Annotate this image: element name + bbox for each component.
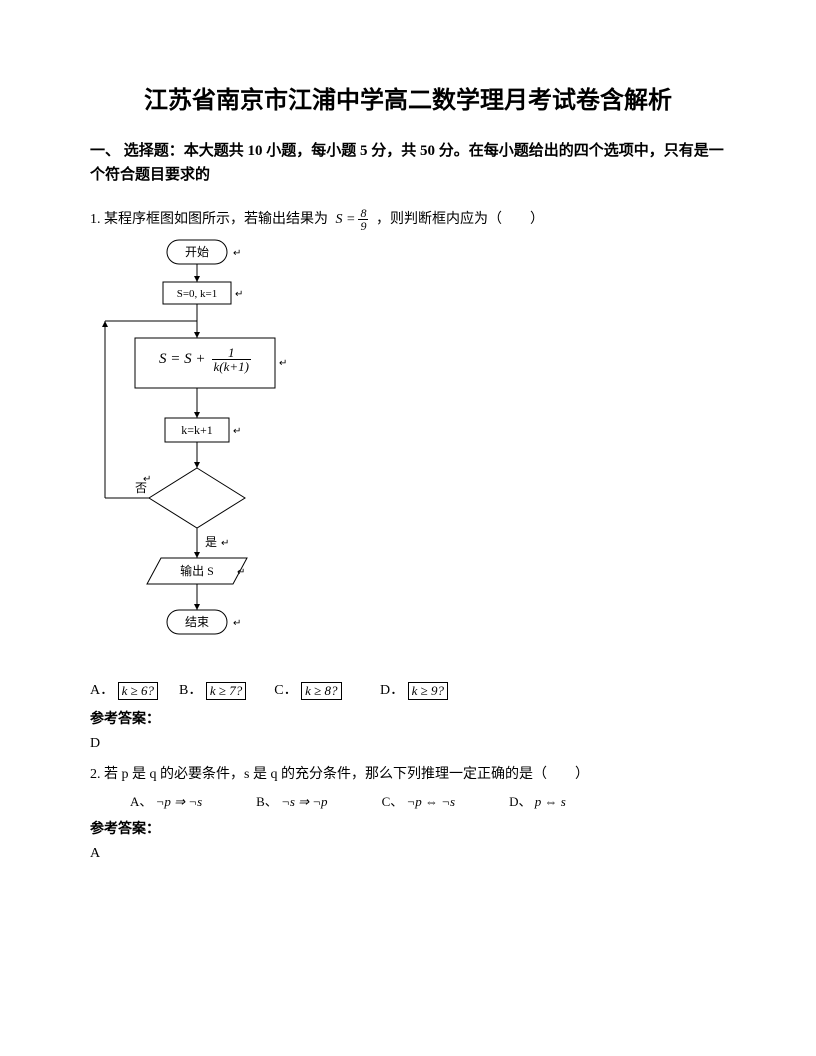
q2-answer-label: 参考答案： — [90, 818, 726, 838]
q2-optA-lab: A、 — [130, 794, 152, 809]
q1-answer-label: 参考答案： — [90, 708, 726, 728]
svg-text:↵: ↵ — [235, 289, 243, 300]
q1-formula-frac: 8 9 — [358, 207, 368, 232]
q2-optD-lab: D、 — [509, 794, 531, 809]
exam-page: 江苏省南京市江浦中学高二数学理月考试卷含解析 一、 选择题：本大题共 10 小题… — [0, 0, 816, 912]
flow-yes: 是 — [205, 535, 217, 549]
q2-optD-val: p ⇔ s — [535, 794, 566, 809]
flow-body-lhs: S = S + — [159, 351, 206, 368]
q1-optC-val: k ≥ 8? — [301, 682, 341, 700]
flowchart-svg: 开始 S=0, k=1 S = S + 1 k(k+1) — [85, 238, 325, 668]
q2-optD: D、 p ⇔ s — [509, 791, 566, 810]
svg-text:↵: ↵ — [221, 538, 229, 549]
q2-optC: C、 ¬p ⇔ ¬s — [382, 791, 456, 810]
q2-optC-lab: C、 — [382, 794, 404, 809]
q1-optC-lab: C． — [274, 683, 297, 698]
q1-stem-formula: S = 8 9 — [336, 207, 369, 232]
svg-text:↵: ↵ — [233, 426, 241, 437]
flow-start: 开始 — [185, 245, 209, 259]
q2-optA-val: ¬p ⇒ ¬s — [156, 794, 203, 809]
q1-frac-d: 9 — [358, 220, 368, 232]
q1-stem-pre: 1. 某程序框图如图所示，若输出结果为 — [90, 212, 328, 227]
svg-text:↵: ↵ — [233, 618, 241, 629]
section-1-heading: 一、 选择题：本大题共 10 小题，每小题 5 分，共 50 分。在每小题给出的… — [90, 139, 726, 187]
q1-optB-lab: B． — [179, 683, 202, 698]
q1-answer: D — [90, 736, 726, 752]
q2-optB-val: ¬s ⇒ ¬p — [281, 794, 328, 809]
q2-answer: A — [90, 846, 726, 862]
q1-stem: 1. 某程序框图如图所示，若输出结果为 S = 8 9 ，则判断框内应为（ ） — [90, 207, 726, 232]
q1-optD-lab: D． — [380, 683, 404, 698]
q2-stem: 2. 若 p 是 q 的必要条件，s 是 q 的充分条件，那么下列推理一定正确的… — [90, 762, 726, 787]
q2-optB: B、 ¬s ⇒ ¬p — [256, 791, 327, 810]
q1-optA-lab: A． — [90, 683, 114, 698]
flow-end: 结束 — [185, 615, 209, 629]
q1-options: A． k ≥ 6? B． k ≥ 7? C． k ≥ 8? D． k ≥ 9? — [90, 679, 726, 700]
flow-update: k=k+1 — [181, 423, 213, 437]
flow-body-n: 1 — [212, 346, 251, 360]
svg-text:↵: ↵ — [233, 248, 241, 259]
q1-optD-val: k ≥ 9? — [408, 682, 448, 700]
flow-output: 输出 S — [180, 563, 214, 578]
q2-options: A、 ¬p ⇒ ¬s B、 ¬s ⇒ ¬p C、 ¬p ⇔ ¬s D、 p ⇔ … — [130, 791, 726, 810]
q1-optB-val: k ≥ 7? — [206, 682, 246, 700]
svg-text:↵: ↵ — [279, 358, 287, 369]
svg-text:↵: ↵ — [237, 567, 245, 578]
q1-formula-lhs: S = — [336, 207, 356, 232]
q1-flowchart: 开始 S=0, k=1 S = S + 1 k(k+1) — [85, 238, 726, 673]
q1-stem-post: ，则判断框内应为（ ） — [376, 212, 544, 227]
page-title: 江苏省南京市江浦中学高二数学理月考试卷含解析 — [90, 80, 726, 115]
q2-optB-lab: B、 — [256, 794, 278, 809]
q2-optA: A、 ¬p ⇒ ¬s — [130, 791, 202, 810]
flow-init: S=0, k=1 — [177, 288, 218, 300]
flow-body-d: k(k+1) — [212, 360, 251, 373]
q1-optA-val: k ≥ 6? — [118, 682, 158, 700]
q2-optC-val: ¬p ⇔ ¬s — [406, 794, 455, 809]
svg-text:↵: ↵ — [143, 474, 151, 485]
